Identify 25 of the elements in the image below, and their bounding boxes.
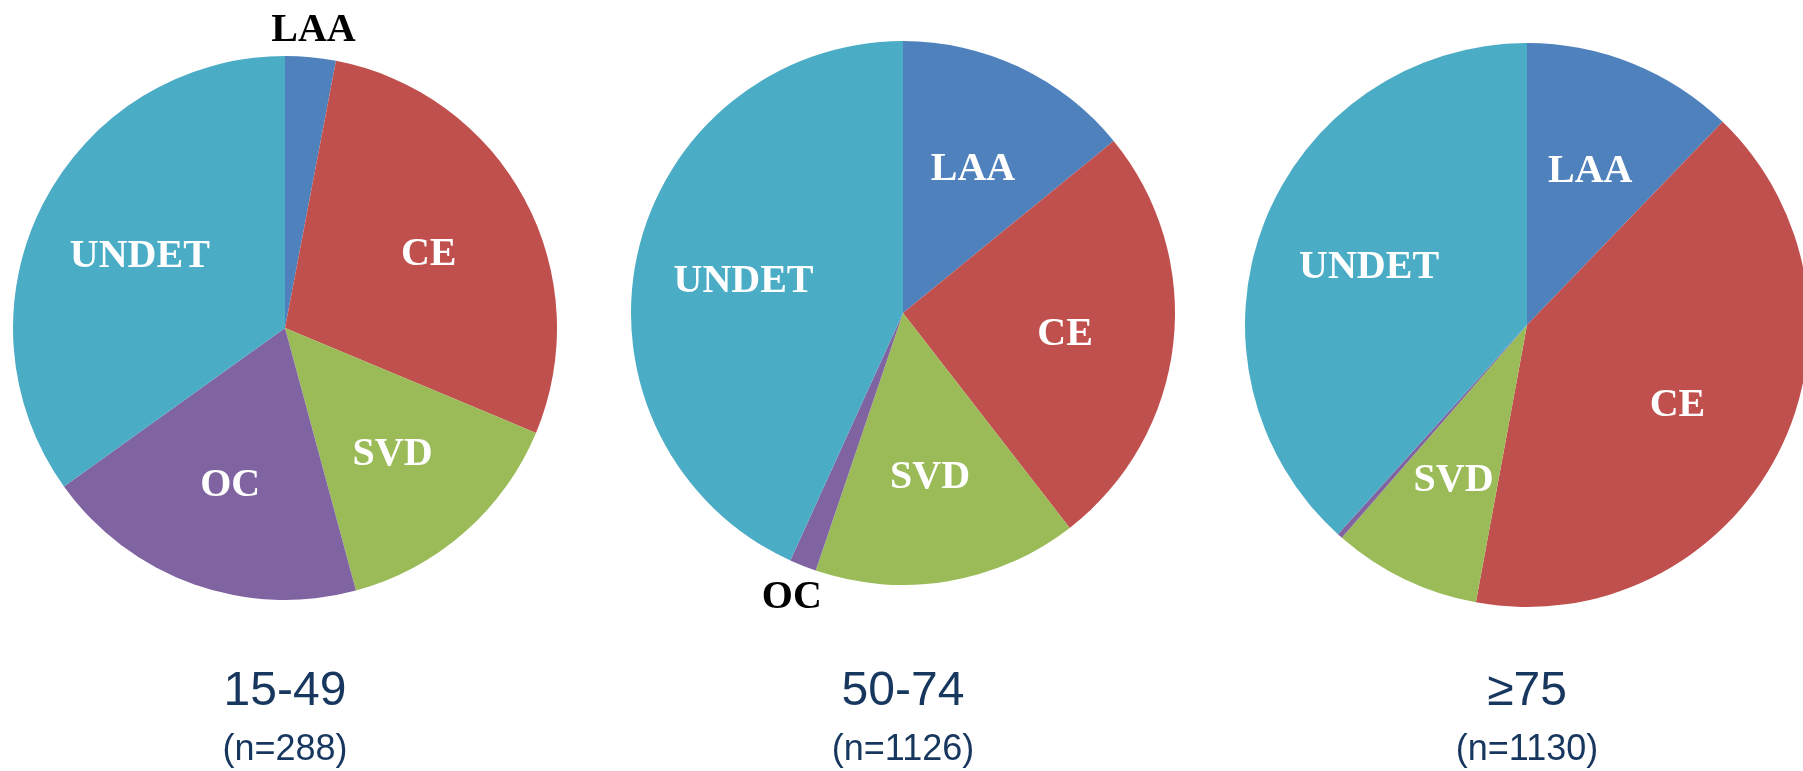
- slice-label: LAA: [271, 5, 356, 51]
- slice-label: LAA: [1548, 146, 1633, 192]
- slice-label: UNDET: [673, 256, 814, 302]
- text: (n=1130): [1455, 727, 1599, 768]
- slice-label: CE: [1037, 309, 1093, 355]
- text: 50-74: [841, 662, 965, 715]
- slice-label: CE: [400, 228, 457, 274]
- pie-slice: [63, 328, 356, 600]
- slice-label: OC: [200, 459, 261, 505]
- text: 15-49: [223, 662, 347, 715]
- slice-label: SVD: [352, 428, 433, 474]
- text: ≥75: [1487, 662, 1567, 715]
- pie-slice: [903, 41, 1114, 313]
- text: (n=288): [222, 727, 348, 768]
- pie-slice: [285, 328, 536, 591]
- slice-label: LAA: [930, 143, 1016, 189]
- slice-label: SVD: [890, 451, 971, 497]
- slice-label: CE: [1649, 380, 1706, 426]
- slice-label: UNDET: [1299, 242, 1440, 288]
- pie-slice: [285, 60, 557, 433]
- slice-label: OC: [761, 571, 822, 617]
- pie-slice: [285, 56, 336, 328]
- text: (n=1126): [831, 727, 975, 768]
- slice-label: SVD: [1413, 455, 1494, 501]
- slice-label: UNDET: [69, 231, 211, 277]
